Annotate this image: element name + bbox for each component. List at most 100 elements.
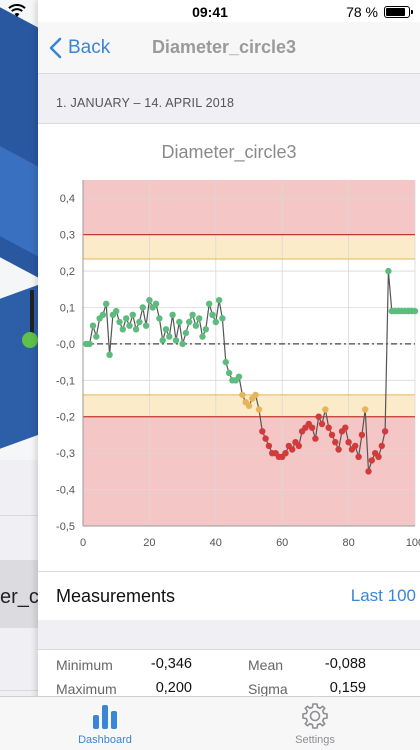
data-point-73 xyxy=(325,424,332,431)
statistics-panel: Minimum -0,346 Mean -0,088 Maximum 0,200… xyxy=(38,650,420,697)
data-point-75 xyxy=(332,439,339,446)
y-tick-label-9: -0,5 xyxy=(56,521,75,533)
data-point-23 xyxy=(159,337,166,344)
data-point-29 xyxy=(179,340,186,348)
chart-title: Diameter_circle3 xyxy=(161,142,297,162)
data-point-68 xyxy=(308,424,316,431)
data-point-74 xyxy=(328,431,336,439)
data-point-78 xyxy=(342,424,349,431)
data-point-41 xyxy=(219,315,226,322)
tab-bar: Dashboard Settings xyxy=(0,696,420,750)
data-point-72 xyxy=(322,406,329,413)
data-point-25 xyxy=(166,333,173,340)
data-point-52 xyxy=(255,406,263,413)
measurements-title: Measurements xyxy=(56,586,176,606)
data-point-17 xyxy=(139,304,146,311)
data-point-71 xyxy=(318,420,326,428)
tab-settings-label: Settings xyxy=(295,734,335,746)
data-point-12 xyxy=(123,315,130,322)
y-tick-label-5: -0,1 xyxy=(56,375,75,387)
control-chart[interactable]: 0,4 0,3 0,2 0,1 -0,0 -0,1 -0,2 -0,3 -0,4 -0,5 0 20 4… xyxy=(38,170,420,560)
data-point-37 xyxy=(206,300,213,307)
tab-dashboard-label: Dashboard xyxy=(78,734,132,746)
data-point-21 xyxy=(152,300,160,307)
data-point-62 xyxy=(289,446,296,453)
data-point-24 xyxy=(162,326,170,333)
x-tick-label-1: 20 xyxy=(143,537,155,549)
data-point-89 xyxy=(378,442,385,450)
tab-dashboard[interactable]: Dashboard xyxy=(55,701,155,749)
battery-percent: 78 % xyxy=(346,4,378,20)
x-tick-label-0: 0 xyxy=(80,537,86,549)
last-100-filter-button[interactable]: Last 100 xyxy=(350,586,416,605)
data-point-53 xyxy=(259,428,266,435)
data-point-43 xyxy=(225,369,233,377)
data-point-83 xyxy=(358,431,366,439)
data-point-16 xyxy=(136,318,143,326)
chevron-left-icon xyxy=(49,37,62,59)
y-tick-label-3: 0,1 xyxy=(60,302,75,314)
data-point-70 xyxy=(315,413,322,420)
data-point-34 xyxy=(196,315,203,322)
data-point-19 xyxy=(146,297,153,304)
stats-spacer xyxy=(38,620,420,650)
data-point-82 xyxy=(355,453,362,460)
data-point-22 xyxy=(156,315,163,322)
data-point-5 xyxy=(99,311,107,318)
tab-settings[interactable]: Settings xyxy=(265,701,365,749)
date-range: 1. JANUARY – 14. APRIL 2018 xyxy=(56,96,235,110)
data-point-76 xyxy=(335,446,342,453)
measurements-header: Measurements Last 100 xyxy=(38,572,420,620)
data-point-64 xyxy=(295,442,302,450)
x-tick-label-5: 100 xyxy=(406,537,420,549)
data-point-88 xyxy=(375,453,382,460)
maximum-label: Maximum xyxy=(56,681,117,697)
data-point-28 xyxy=(176,318,183,326)
data-point-42 xyxy=(222,358,229,366)
lower-out-zone xyxy=(83,416,415,526)
wifi-icon xyxy=(8,4,26,17)
detail-panel: Back Diameter_circle3 1. JANUARY – 14. A… xyxy=(38,0,420,750)
back-button[interactable]: Back xyxy=(48,34,110,62)
data-point-81 xyxy=(352,442,359,450)
back-label: Back xyxy=(68,37,111,58)
data-point-55 xyxy=(265,442,273,450)
data-point-27 xyxy=(172,337,180,344)
data-point-51 xyxy=(252,391,259,399)
series-line xyxy=(86,271,415,472)
data-point-14 xyxy=(129,311,136,318)
y-tick-label-0: 0,4 xyxy=(60,193,75,205)
data-point-90 xyxy=(381,428,389,435)
data-point-91 xyxy=(385,267,392,275)
data-point-38 xyxy=(209,311,216,318)
background-label: er_cir xyxy=(0,586,51,608)
y-tick-label-7: -0,3 xyxy=(56,448,75,460)
data-point-47 xyxy=(239,391,246,399)
maximum-value: 0,200 xyxy=(155,680,192,696)
data-point-3 xyxy=(93,333,100,340)
data-point-60 xyxy=(282,450,289,457)
sigma-label: Sigma xyxy=(248,681,288,697)
data-point-49 xyxy=(245,402,253,409)
y-tick-label-4: -0,0 xyxy=(56,339,75,351)
data-point-36 xyxy=(202,326,209,333)
data-point-10 xyxy=(116,318,123,326)
mean-value: -0,088 xyxy=(324,656,366,672)
battery-fill xyxy=(386,8,405,16)
gear-icon xyxy=(302,703,328,729)
upper-warning-zone xyxy=(83,234,415,260)
data-point-26 xyxy=(169,311,176,318)
data-point-85 xyxy=(365,468,372,475)
data-point-18 xyxy=(142,322,150,329)
upper-out-zone xyxy=(83,180,415,235)
data-point-79 xyxy=(345,439,352,446)
nav-title: Diameter_circle3 xyxy=(151,37,297,57)
data-point-32 xyxy=(189,311,196,318)
data-point-30 xyxy=(182,329,190,337)
data-point-35 xyxy=(199,333,206,340)
date-range-bar: 1. JANUARY – 14. APRIL 2018 xyxy=(38,74,420,124)
data-point-13 xyxy=(126,322,133,329)
data-point-9 xyxy=(113,307,120,315)
navigation-bar: Back Diameter_circle3 xyxy=(38,22,420,74)
